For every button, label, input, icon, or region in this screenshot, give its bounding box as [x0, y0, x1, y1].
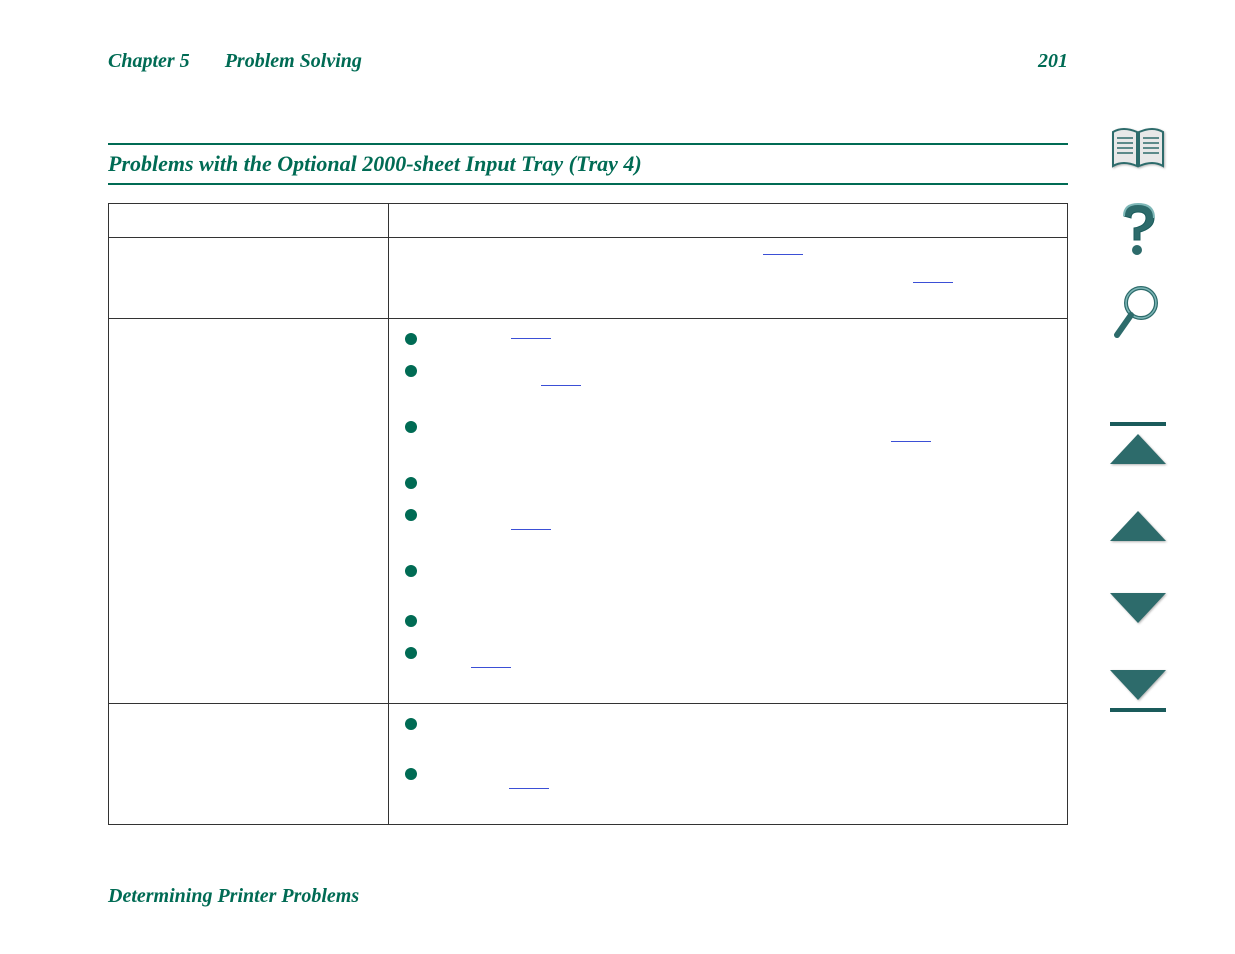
table-row [109, 204, 1068, 238]
solution-bullets [403, 714, 1053, 806]
table-cell-problem [109, 238, 389, 319]
prev-page-icon[interactable] [1107, 500, 1169, 552]
footer-section-title: Determining Printer Problems [108, 885, 1068, 908]
next-page-icon[interactable] [1107, 582, 1169, 634]
problems-table [108, 203, 1068, 825]
solution-bullets [403, 329, 1053, 685]
link-reference[interactable] [471, 667, 511, 668]
table-row [109, 319, 1068, 704]
page-body: Chapter 5 Problem Solving 201 Problems w… [108, 50, 1068, 908]
table-cell-solution [389, 238, 1068, 319]
list-item [403, 643, 1053, 685]
last-page-icon[interactable] [1107, 664, 1169, 716]
list-item [403, 505, 1053, 553]
table-cell-solution [389, 319, 1068, 704]
section-title: Problems with the Optional 2000-sheet In… [108, 151, 1068, 177]
list-item [403, 473, 1053, 497]
table-row [109, 238, 1068, 319]
page-number: 201 [1038, 50, 1068, 73]
link-reference[interactable] [891, 441, 931, 442]
search-icon[interactable] [1107, 286, 1169, 338]
table-cell-solution [389, 204, 1068, 238]
nav-sidebar [1103, 122, 1173, 716]
link-reference[interactable] [913, 282, 953, 283]
list-item [403, 417, 1053, 465]
list-item [403, 764, 1053, 806]
table-cell-solution [389, 704, 1068, 825]
table-cell-problem [109, 319, 389, 704]
list-item [403, 361, 1053, 409]
list-item [403, 329, 1053, 353]
help-icon[interactable] [1107, 204, 1169, 256]
list-item [403, 561, 1053, 603]
list-item [403, 611, 1053, 635]
chapter-label: Chapter 5 [108, 50, 190, 72]
table-cell-problem [109, 204, 389, 238]
table-cell-problem [109, 704, 389, 825]
link-reference[interactable] [511, 529, 551, 530]
link-reference[interactable] [763, 254, 803, 255]
contents-book-icon[interactable] [1107, 122, 1169, 174]
link-reference[interactable] [541, 385, 581, 386]
chapter-heading: Chapter 5 Problem Solving [108, 50, 362, 73]
section-title-rule: Problems with the Optional 2000-sheet In… [108, 143, 1068, 185]
chapter-name: Problem Solving [225, 50, 362, 72]
link-reference[interactable] [509, 788, 549, 789]
page-header: Chapter 5 Problem Solving 201 [108, 50, 1068, 73]
table-row [109, 704, 1068, 825]
list-item [403, 714, 1053, 756]
first-page-icon[interactable] [1107, 418, 1169, 470]
link-reference[interactable] [511, 338, 551, 339]
